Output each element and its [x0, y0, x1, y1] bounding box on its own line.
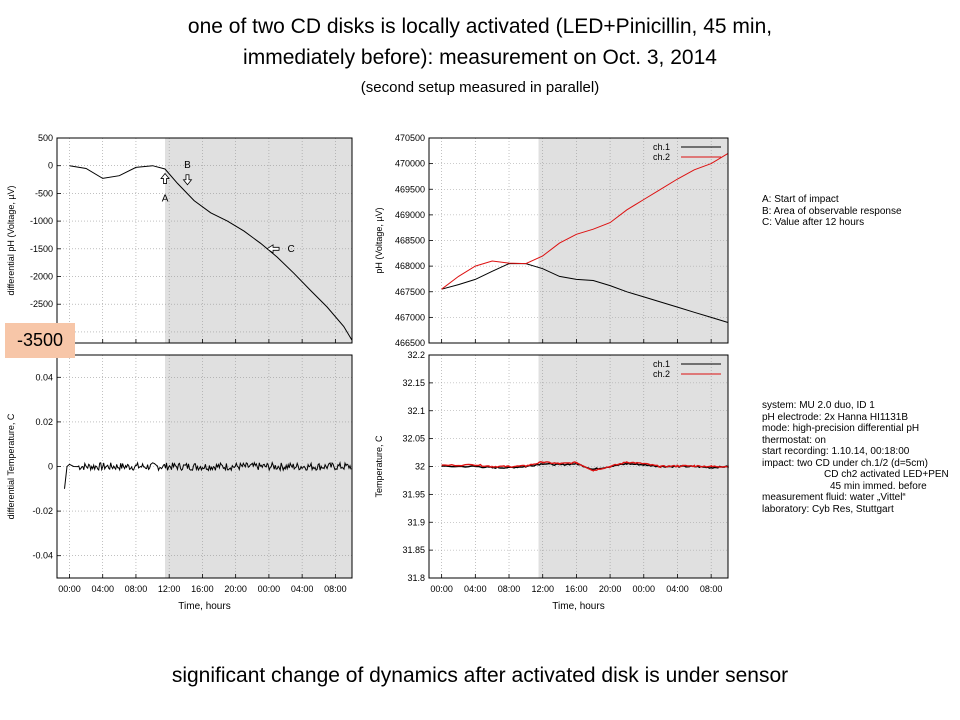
series-line-main — [69, 165, 353, 341]
chart-diff-ph: 5000-500-1000-1500-2000-2500-3000differe… — [6, 133, 353, 344]
y-tick-label: 470000 — [395, 159, 425, 169]
y-tick-label: 0 — [48, 161, 53, 171]
y-axis-title: differential pH (Voltage, µV) — [6, 185, 16, 295]
plot-frame — [428, 354, 729, 579]
x-tick-label: 00:00 — [633, 584, 656, 594]
y-tick-label: -2500 — [30, 299, 53, 309]
y-tick-label: 468500 — [395, 236, 425, 246]
x-tick-label: 00:00 — [258, 584, 281, 594]
x-tick-label: 04:00 — [291, 584, 314, 594]
setup-info-line: impact: two CD under ch.1/2 (d=5cm) — [762, 457, 928, 469]
y-tick-label: -500 — [35, 188, 53, 198]
y-tick-label: -1000 — [30, 216, 53, 226]
y-tick-label: 0.02 — [35, 417, 53, 427]
impact-legend: A: Start of impact B: Area of observable… — [762, 194, 902, 229]
y-tick-label: 31.9 — [407, 517, 425, 527]
plot-frame — [56, 354, 353, 579]
y-tick-label: 470500 — [395, 133, 425, 143]
y-tick-label: 32.2 — [407, 350, 425, 360]
y-tick-label: 31.8 — [407, 573, 425, 583]
setup-info-line: CD ch2 activated LED+PEN — [824, 469, 949, 480]
x-tick-label: 04:00 — [91, 584, 114, 594]
caption: significant change of dynamics after act… — [171, 664, 789, 687]
series-line-ch.1 — [441, 263, 729, 323]
setup-info-line: mode: high-precision differential pH — [762, 423, 920, 434]
shaded-region — [165, 138, 352, 343]
annotation-arrow — [160, 172, 170, 184]
setup-info-line: laboratory: Cyb Res, Stuttgart — [762, 503, 894, 515]
y-tick-label: 468000 — [395, 261, 425, 271]
impact-legend-b: B: Area of observable response — [762, 205, 902, 217]
y-tick-label: 0 — [48, 462, 53, 472]
x-tick-label: 12:00 — [158, 584, 181, 594]
y-tick-label: 32.1 — [407, 406, 425, 416]
title-line-2: immediately before): measurement on Oct.… — [243, 46, 717, 69]
chart-temp: 32.2 32.15 32.1 32.05 32 31.95 31.9 31.85 31.8 00… — [374, 350, 729, 612]
y-tick-label: 31.95 — [402, 489, 425, 499]
setup-info: system: MU 2.0 duo, ID 1 pH electrode: 2… — [762, 400, 949, 515]
setup-info-line: thermostat: on — [762, 434, 826, 446]
setup-info-line: system: MU 2.0 duo, ID 1 — [762, 400, 875, 411]
x-tick-label: 08:00 — [324, 584, 347, 594]
legend-label: ch.1 — [653, 142, 670, 152]
y-tick-label: 469500 — [395, 184, 425, 194]
legend-label: ch.1 — [653, 359, 670, 369]
y-tick-label: -0.02 — [32, 506, 53, 516]
y-tick-label: 500 — [38, 133, 53, 143]
x-axis-title: Time, hours — [552, 601, 604, 612]
highlight-label: -3500 — [5, 323, 75, 358]
y-tick-label: -1500 — [30, 244, 53, 254]
setup-info-line: 45 min immed. before — [830, 480, 927, 492]
x-tick-label: 12:00 — [531, 584, 554, 594]
x-tick-label: 20:00 — [224, 584, 247, 594]
x-tick-label: 08:00 — [498, 584, 521, 594]
impact-legend-a: A: Start of impact — [762, 194, 839, 205]
x-tick-label: 08:00 — [700, 584, 723, 594]
y-tick-label: 467000 — [395, 312, 425, 322]
y-tick-label: 32.05 — [402, 434, 425, 444]
y-tick-label: -2000 — [30, 272, 53, 282]
x-tick-label: 20:00 — [599, 584, 622, 594]
setup-info-line: pH electrode: 2x Hanna HI1131B — [762, 411, 909, 423]
legend-label: ch.2 — [653, 369, 670, 379]
y-tick-label: 32 — [415, 462, 425, 472]
y-axis-title: pH (Voltage, µV) — [374, 207, 384, 273]
y-tick-label: 469000 — [395, 210, 425, 220]
plot-frame — [428, 137, 729, 344]
plot-frame — [56, 137, 353, 344]
y-axis-title: Temperature, C — [374, 435, 384, 498]
annotation-label: B — [184, 160, 191, 171]
setup-info-line: start recording: 1.10.14, 00:18:00 — [762, 446, 910, 457]
setup-info-line: measurement fluid: water „Vittel“ — [762, 492, 906, 503]
x-axis-title: Time, hours — [178, 601, 230, 612]
chart-diff-temp: 0.04 0.02 0 -0.02 -0.04 00:00 04:00 08:00 12:00 1… — [6, 354, 353, 612]
series-line-main — [64, 460, 352, 489]
legend-label: ch.2 — [653, 152, 670, 162]
x-tick-label: 04:00 — [464, 584, 487, 594]
annotation-arrow — [182, 174, 193, 186]
x-tick-label: 04:00 — [666, 584, 689, 594]
x-tick-label: 16:00 — [191, 584, 214, 594]
chart-ph: 470500 470000 469500 469000 468500 468000 4675… — [374, 133, 729, 348]
y-tick-label: 31.85 — [402, 545, 425, 555]
x-tick-label: 16:00 — [565, 584, 588, 594]
y-tick-label: 32.15 — [402, 378, 425, 388]
y-tick-label: 467500 — [395, 287, 425, 297]
x-tick-label: 08:00 — [125, 584, 148, 594]
annotation-label: A — [162, 194, 169, 205]
y-tick-label: -0.04 — [32, 551, 53, 561]
series-line-ch.2 — [441, 152, 729, 290]
y-tick-label: 0.04 — [35, 372, 53, 382]
x-tick-label: 00:00 — [58, 584, 81, 594]
annotation-label: C — [287, 244, 294, 255]
title-line-1: one of two CD disks is locally activated… — [187, 15, 773, 38]
y-tick-label: 466500 — [395, 338, 425, 348]
title-line-3: (second setup measured in parallel) — [360, 79, 600, 96]
x-tick-label: 00:00 — [430, 584, 453, 594]
series-line-ch.2 — [441, 461, 729, 472]
y-axis-title: differential Temperature, C — [6, 413, 16, 519]
annotation-arrow — [266, 244, 280, 254]
impact-legend-c: C: Value after 12 hours — [762, 217, 865, 228]
